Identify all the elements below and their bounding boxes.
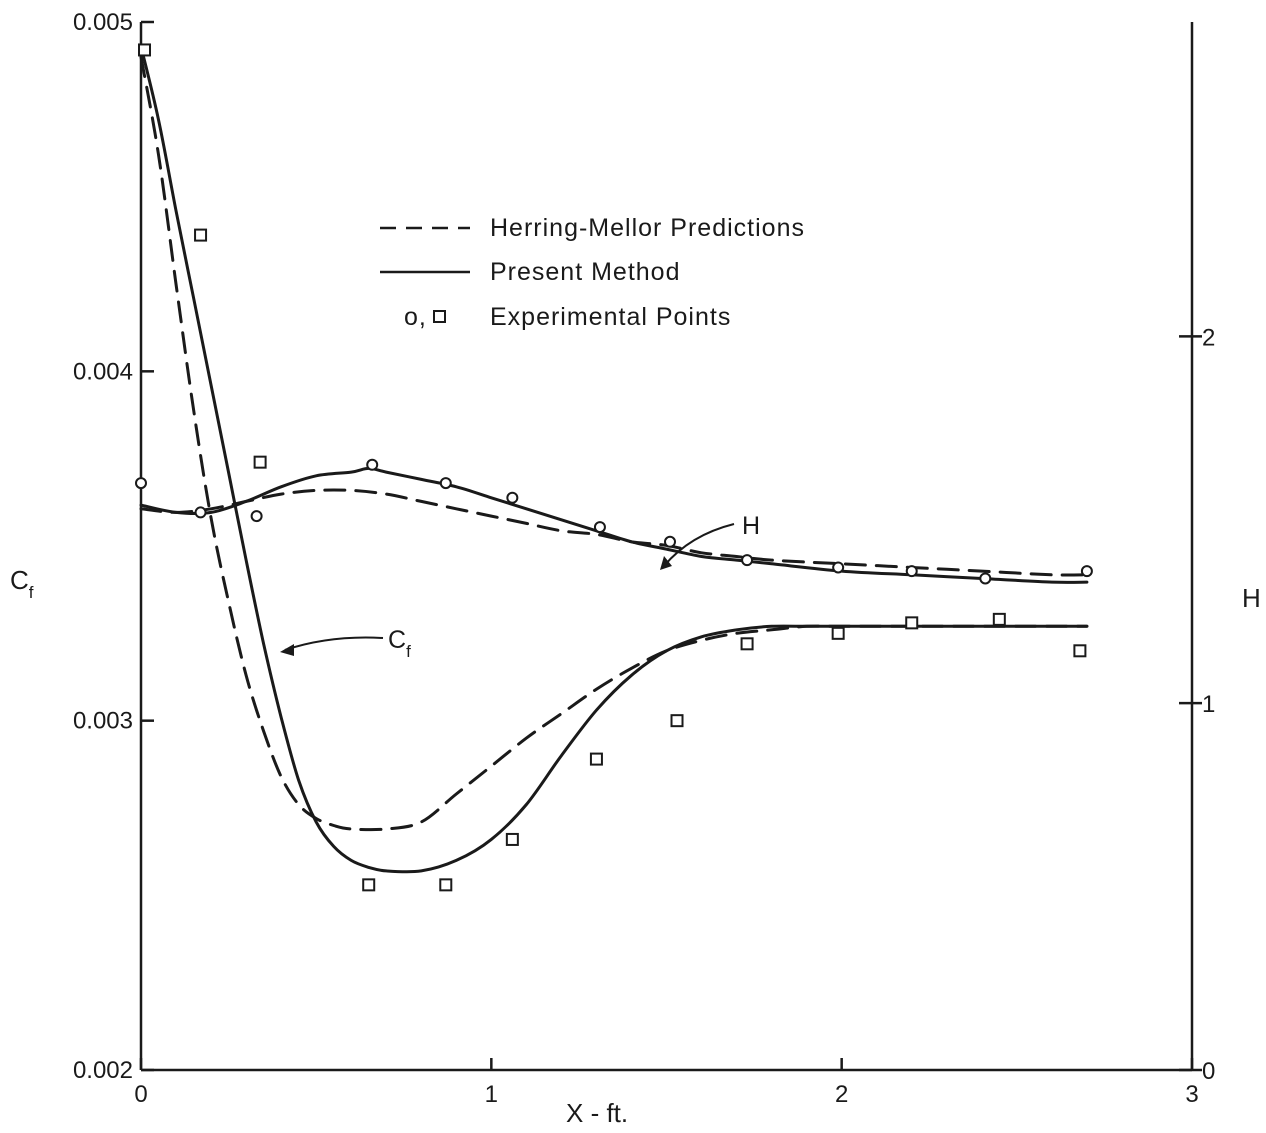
cf-experimental-point	[362, 878, 376, 892]
axes	[139, 22, 1194, 1072]
cf-solid-curve	[139, 45, 1089, 874]
cf-experimental-point	[1073, 644, 1087, 658]
y-left-tick-label: 0.002	[73, 1057, 133, 1084]
h-experimental-point	[506, 491, 519, 504]
marker-group	[135, 43, 1093, 892]
y-right-tick-label: 1	[1202, 691, 1215, 718]
legend-circle-symbol: o,	[404, 303, 427, 331]
h-experimental-point	[593, 521, 606, 534]
cf-experimental-point	[589, 752, 603, 766]
legend-solid-label: Present Method	[490, 258, 681, 286]
cf-experimental-point	[831, 626, 845, 640]
tick-group: 0 1 2 3 0.002 0.003 0.004 0.005 0 1 2	[73, 9, 1215, 1108]
h-annotation-leader	[663, 523, 735, 567]
h-experimental-point	[664, 535, 677, 548]
y-left-tick-label: 0.004	[73, 358, 133, 385]
x-tick-label: 1	[485, 1081, 498, 1108]
y-right-tick-label: 2	[1202, 324, 1215, 351]
cf-annotation-arrowhead	[280, 644, 294, 656]
h-experimental-point	[439, 477, 452, 490]
annotations: H Cf	[280, 512, 760, 661]
legend-square-symbol	[433, 310, 446, 323]
cf-experimental-point	[439, 878, 453, 892]
legend-dashed-label: Herring-Mellor Predictions	[490, 214, 805, 242]
curve-group	[139, 45, 1089, 874]
cf-annotation-label: Cf	[388, 626, 411, 661]
cf-experimental-point	[740, 637, 754, 651]
y-left-axis-title-main: C	[10, 565, 29, 595]
y-left-tick-label: 0.005	[73, 9, 133, 36]
h-experimental-point	[905, 565, 918, 578]
x-tick-label: 3	[1185, 1081, 1198, 1108]
x-tick-label: 0	[134, 1081, 147, 1108]
h-annotation-arrowhead	[660, 556, 672, 570]
h-dashed-curve	[139, 488, 1089, 577]
h-experimental-point	[135, 477, 147, 490]
h-experimental-point	[832, 561, 845, 574]
cf-experimental-point	[505, 832, 519, 846]
y-left-axis-title-subscript: f	[29, 583, 34, 602]
cf-annotation-leader	[284, 636, 384, 651]
h-experimental-point	[1080, 565, 1093, 578]
y-right-axis-title: H	[1242, 583, 1261, 613]
cf-experimental-point	[138, 43, 152, 57]
y-right-tick-label: 0	[1202, 1058, 1215, 1085]
cf-experimental-point	[253, 455, 267, 469]
cf-dashed-curve	[139, 55, 1089, 832]
cf-experimental-point	[194, 228, 208, 242]
cf-annotation-main: C	[388, 626, 406, 654]
cf-experimental-point	[905, 616, 919, 630]
legend: Herring-Mellor Predictions Present Metho…	[380, 214, 805, 331]
h-solid-curve	[139, 466, 1089, 584]
h-experimental-point	[366, 458, 379, 471]
x-axis-title: X - ft.	[566, 1098, 628, 1128]
h-annotation-label: H	[742, 512, 760, 540]
cf-experimental-point	[670, 714, 684, 728]
cf-experimental-point	[992, 612, 1006, 626]
h-experimental-point	[194, 506, 207, 519]
h-experimental-point	[741, 554, 754, 567]
h-experimental-point	[250, 510, 263, 523]
legend-markers-label: Experimental Points	[490, 303, 731, 331]
y-left-axis-title: Cf	[10, 565, 34, 602]
cf-annotation-subscript: f	[406, 642, 411, 661]
y-left-tick-label: 0.003	[73, 708, 133, 735]
h-experimental-point	[979, 572, 992, 585]
x-tick-label: 2	[835, 1081, 848, 1108]
